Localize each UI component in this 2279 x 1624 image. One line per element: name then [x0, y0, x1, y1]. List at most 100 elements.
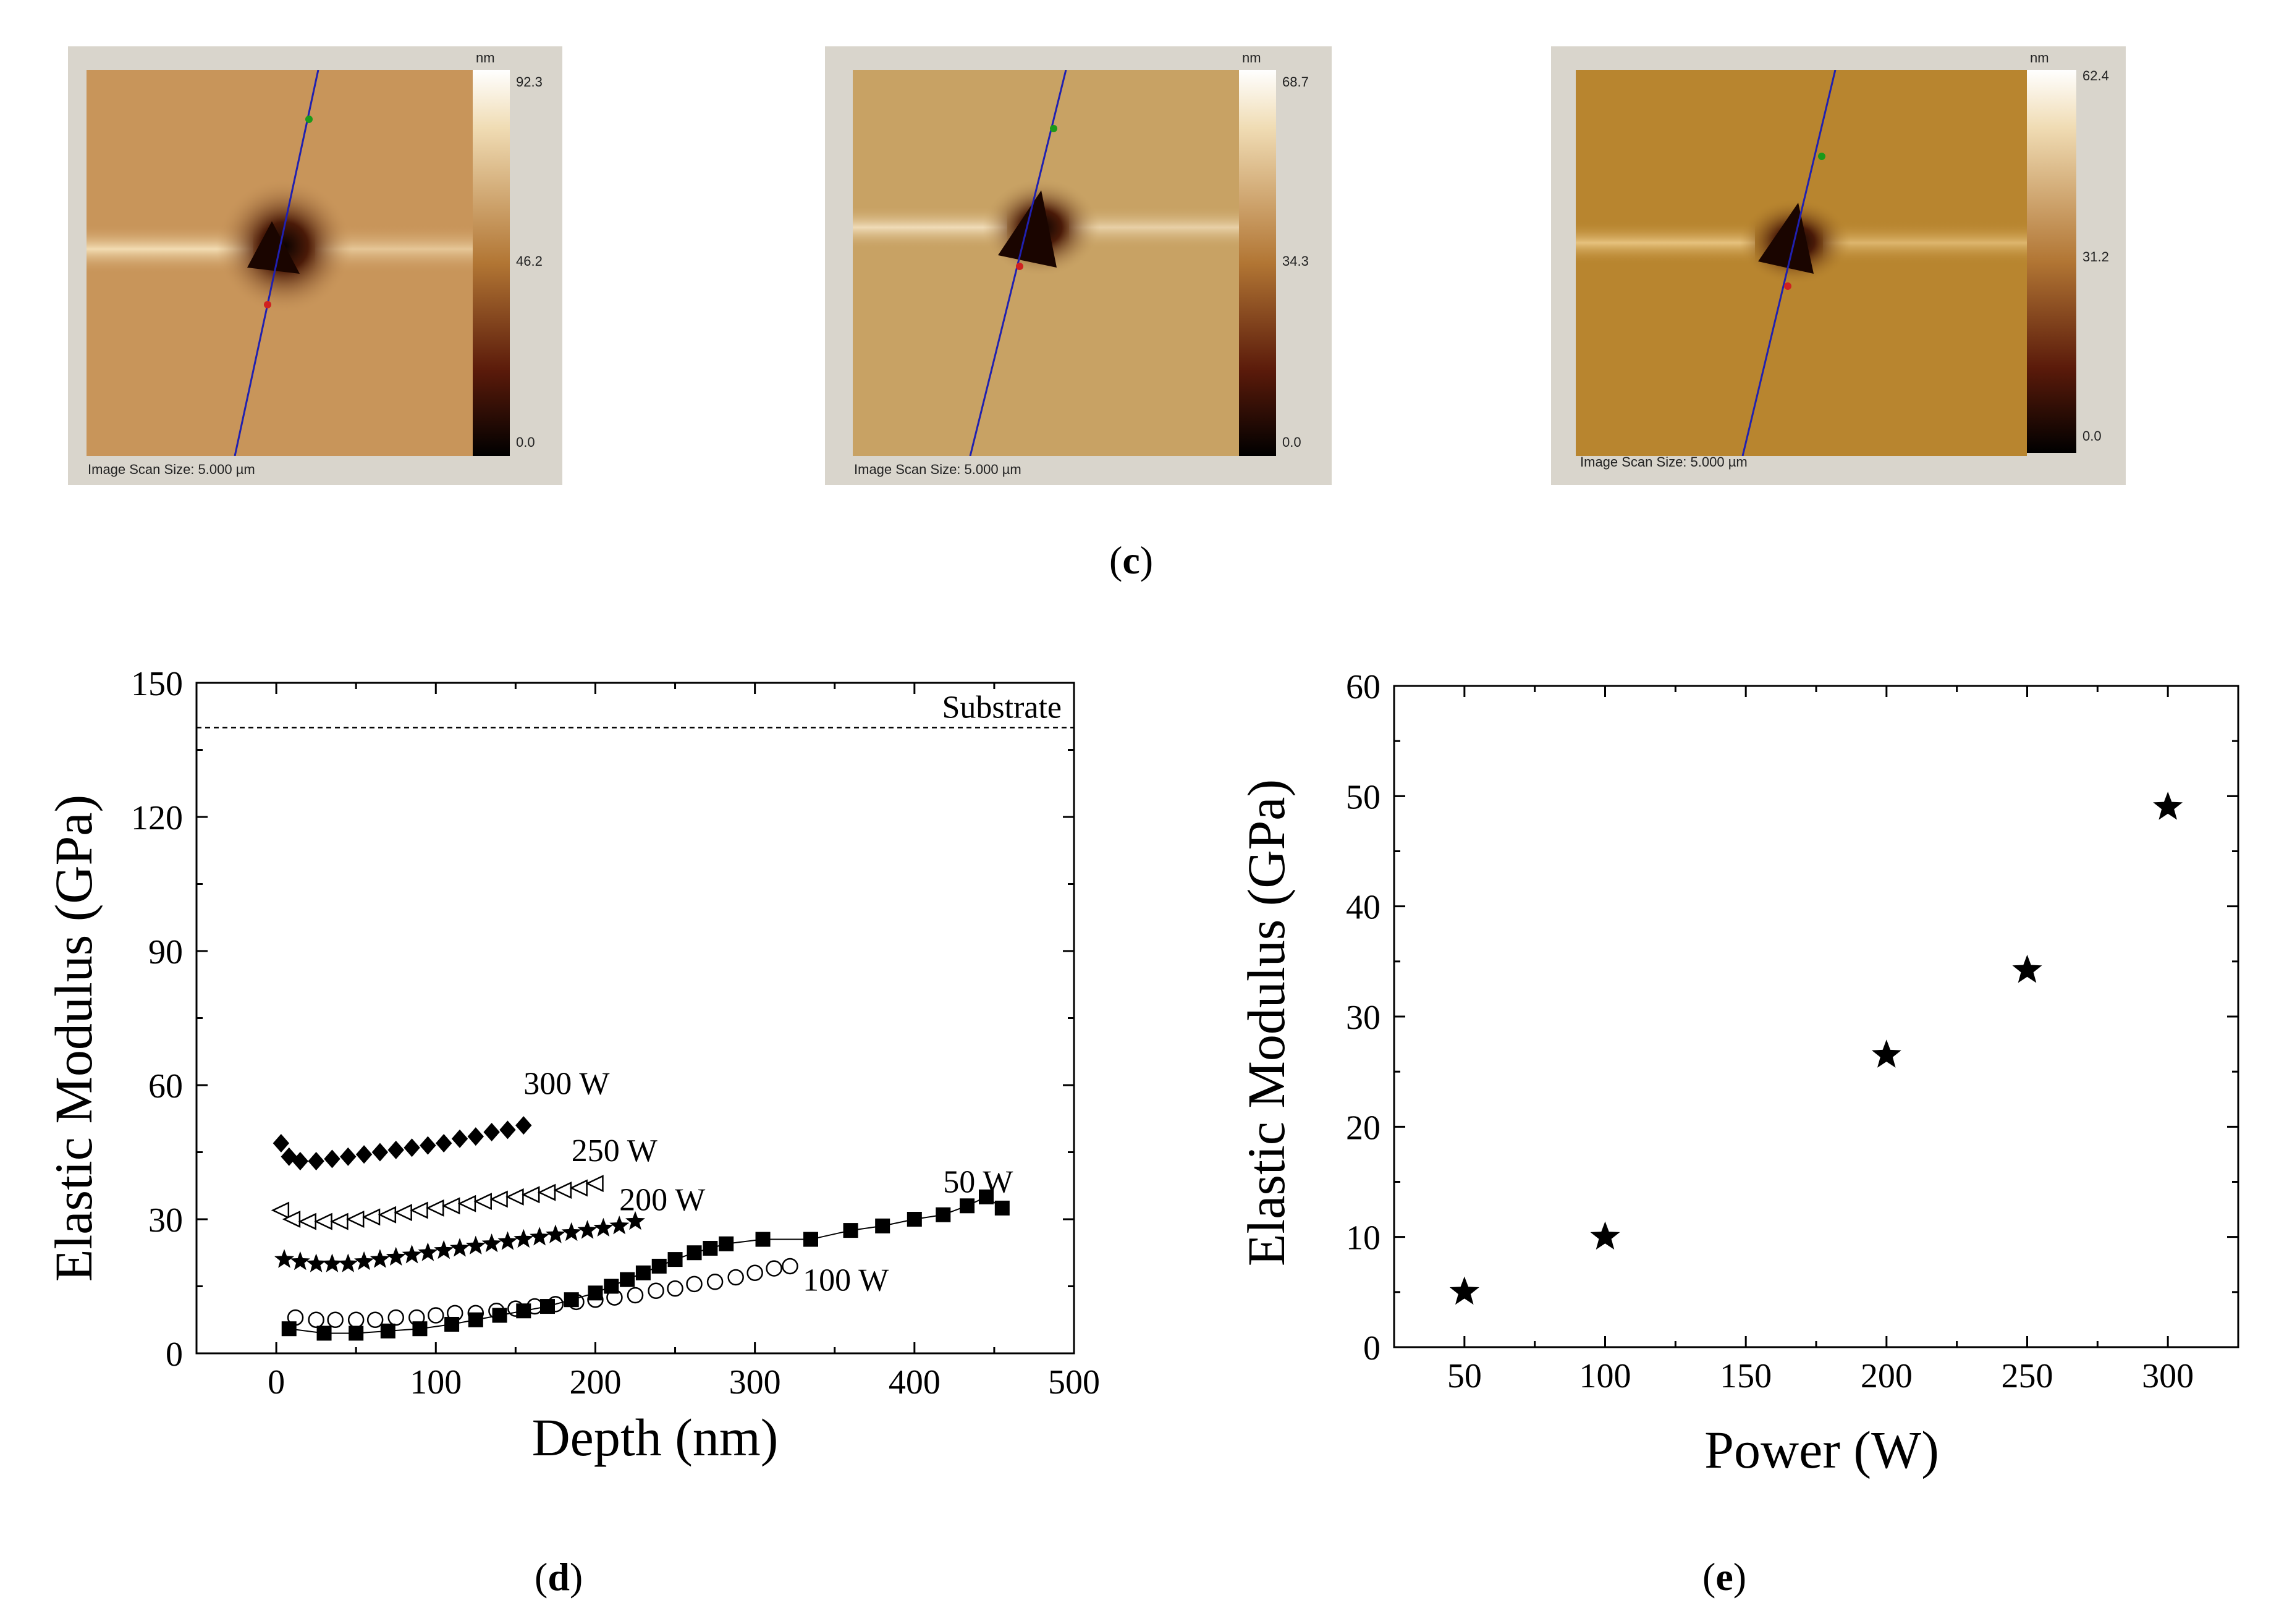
plot-frame — [195, 682, 1075, 1355]
marker-red — [1016, 263, 1023, 270]
substrate-label: Substrate — [942, 690, 1062, 725]
colorbar-3 — [2027, 70, 2076, 453]
colorbar-unit: nm — [476, 50, 495, 66]
afm-scan-2 — [853, 70, 1239, 456]
afm-scan-1 — [87, 70, 473, 456]
data-point — [782, 1258, 798, 1275]
chart-d-ylabel: Elastic Modulus (GPa) — [44, 795, 103, 1282]
y-tick-label: 20 — [1346, 1109, 1381, 1147]
data-point — [561, 1222, 581, 1241]
data-point — [1449, 1276, 1479, 1305]
x-tick-label: 100 — [1579, 1357, 1631, 1395]
data-point — [386, 1246, 406, 1266]
data-point — [441, 1197, 460, 1215]
marker-red — [1784, 282, 1791, 290]
data-point — [273, 1134, 290, 1153]
scan-size-label: Image Scan Size: 5.000 µm — [854, 462, 1021, 477]
y-tick-label: 40 — [1346, 889, 1381, 927]
y-tick-label: 10 — [1346, 1219, 1381, 1258]
data-point — [371, 1143, 389, 1162]
x-tick-label: 150 — [1720, 1357, 1772, 1395]
data-point — [1590, 1221, 1620, 1250]
data-point — [308, 1151, 324, 1170]
data-point — [505, 1188, 524, 1206]
data-point — [553, 1182, 572, 1199]
data-point — [540, 1299, 555, 1314]
data-point — [327, 1311, 344, 1328]
data-point — [719, 1236, 734, 1251]
data-point — [843, 1223, 858, 1238]
colorbar-min: 0.0 — [516, 434, 535, 450]
y-tick-label: 120 — [131, 799, 183, 837]
data-point — [355, 1145, 373, 1164]
x-tick-label: 50 — [1447, 1357, 1482, 1395]
x-tick-label: 400 — [889, 1363, 941, 1402]
series-label: 200 W — [619, 1183, 705, 1218]
data-point — [338, 1253, 358, 1272]
data-point — [564, 1292, 579, 1308]
data-point — [418, 1242, 438, 1261]
data-point — [803, 1232, 818, 1247]
data-point — [2012, 954, 2042, 983]
colorbar-mid: 46.2 — [516, 253, 543, 269]
y-tick-label: 30 — [148, 1201, 183, 1240]
data-point — [314, 1212, 332, 1230]
data-point — [609, 1216, 630, 1235]
data-point — [585, 1175, 604, 1193]
data-point — [387, 1140, 404, 1159]
data-point — [404, 1138, 420, 1157]
colorbar-max: 68.7 — [1282, 74, 1309, 90]
data-point — [515, 1116, 532, 1135]
data-point — [308, 1311, 324, 1328]
data-point — [402, 1245, 422, 1264]
data-point — [316, 1326, 332, 1341]
afm-image-2: nm 68.7 34.3 0.0 Image Scan Size: 5.000 … — [825, 46, 1332, 485]
data-point — [497, 1231, 518, 1250]
marker-green — [1050, 125, 1057, 132]
x-tick-label: 500 — [1048, 1363, 1100, 1402]
data-point — [755, 1232, 771, 1247]
caption-e: (e) — [1702, 1555, 1747, 1599]
colorbar-max: 62.4 — [2082, 68, 2109, 83]
data-point — [667, 1280, 683, 1297]
series-elastic-modulus — [1449, 792, 2183, 1305]
colorbar-2 — [1239, 70, 1276, 456]
colorbar-min: 0.0 — [2082, 428, 2102, 444]
data-point — [282, 1211, 301, 1228]
y-tick-label: 60 — [1346, 668, 1381, 706]
data-point — [936, 1207, 951, 1222]
data-point — [766, 1260, 782, 1277]
data-point — [746, 1264, 763, 1282]
data-point — [530, 1227, 550, 1246]
colorbar-unit: nm — [2030, 50, 2049, 66]
data-point — [324, 1149, 340, 1169]
data-point — [450, 1238, 470, 1257]
data-point — [426, 1199, 444, 1217]
data-point — [994, 1200, 1010, 1216]
data-point — [514, 1229, 534, 1248]
data-point — [410, 1201, 428, 1219]
data-point — [577, 1220, 598, 1239]
data-point — [330, 1212, 349, 1230]
scan-size-label: Image Scan Size: 5.000 µm — [1580, 454, 1748, 470]
data-point — [435, 1134, 452, 1153]
data-point — [2153, 792, 2183, 820]
data-point — [686, 1275, 703, 1293]
data-point — [499, 1120, 516, 1140]
data-point — [394, 1204, 412, 1222]
afm-scan-3 — [1576, 70, 2027, 456]
data-point — [457, 1195, 476, 1212]
caption-d: (d) — [535, 1555, 583, 1599]
data-point — [492, 1308, 507, 1323]
data-point — [271, 1201, 290, 1219]
chart-e: Elastic Modulus (GPa) Power (W) 50 100 150… — [1237, 668, 2239, 1479]
data-point — [489, 1190, 508, 1208]
data-point — [960, 1198, 975, 1214]
data-point — [727, 1269, 744, 1286]
colorbar-unit: nm — [1242, 50, 1261, 66]
data-point — [627, 1287, 644, 1304]
series-300-w: 300 W — [273, 1066, 609, 1170]
data-point — [298, 1212, 316, 1230]
colorbar-max: 92.3 — [516, 74, 543, 90]
data-point — [274, 1249, 294, 1268]
